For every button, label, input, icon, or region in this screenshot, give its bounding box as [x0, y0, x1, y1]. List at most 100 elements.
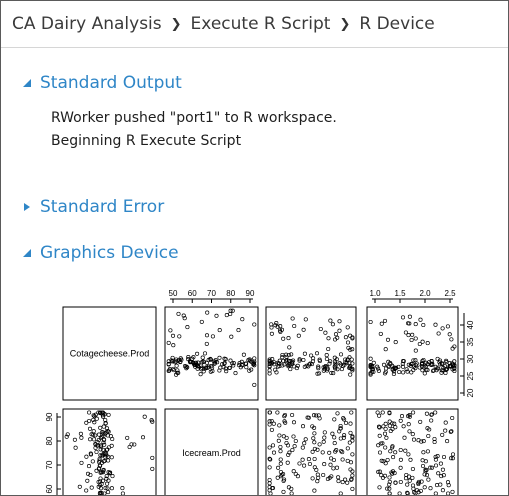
data-point: [343, 477, 348, 482]
data-point: [411, 358, 416, 363]
data-point: [87, 418, 92, 424]
data-point: [399, 414, 405, 419]
scatter-panel: [164, 408, 259, 495]
breadcrumb-item-module[interactable]: Execute R Script: [190, 14, 331, 34]
data-point: [218, 365, 223, 370]
scatter-panel: [366, 306, 459, 401]
data-point: [418, 317, 423, 322]
data-point: [64, 434, 69, 439]
data-point: [292, 444, 297, 449]
data-point: [338, 426, 343, 431]
data-point: [390, 445, 395, 450]
data-point: [188, 360, 193, 365]
data-point: [448, 429, 453, 434]
data-point: [417, 365, 422, 370]
data-point: [280, 355, 285, 360]
data-point: [316, 366, 321, 371]
variable-label: Cotagecheese.Prod: [70, 349, 150, 359]
data-point: [79, 460, 84, 465]
axis-tick-label: 2.5: [444, 289, 456, 298]
data-point: [166, 340, 171, 345]
axis-tick-label: 90: [45, 412, 54, 421]
data-point: [398, 479, 403, 485]
data-point: [438, 482, 443, 487]
data-point: [267, 357, 272, 362]
data-point: [184, 364, 189, 369]
data-point: [326, 346, 331, 352]
data-point: [278, 444, 283, 450]
caret-down-icon[interactable]: [21, 77, 33, 89]
data-point: [438, 461, 443, 466]
data-point: [406, 321, 411, 326]
data-point: [377, 433, 382, 438]
data-point: [334, 465, 340, 470]
data-point: [378, 331, 383, 336]
data-point: [323, 330, 328, 335]
data-point: [419, 479, 424, 484]
data-point: [302, 351, 307, 356]
data-point: [287, 361, 292, 367]
caret-down-icon[interactable]: [21, 247, 33, 259]
data-point: [267, 371, 272, 376]
axis-tick-label: 50: [169, 289, 178, 298]
data-point: [429, 418, 434, 423]
data-point: [213, 359, 218, 364]
data-point: [332, 417, 337, 422]
section-standard-output[interactable]: Standard Output: [21, 73, 182, 93]
data-point: [391, 371, 396, 377]
scatter-panel: [265, 408, 357, 495]
data-point: [104, 426, 110, 431]
data-point: [199, 360, 205, 365]
data-point: [393, 340, 398, 345]
data-point: [174, 372, 179, 377]
data-point: [230, 308, 235, 313]
axis-tick-label: 20: [466, 388, 475, 397]
data-point: [434, 483, 440, 488]
breadcrumb-item-experiment[interactable]: CA Dairy Analysis: [12, 14, 162, 34]
section-title[interactable]: Standard Output: [40, 73, 182, 93]
data-point: [390, 421, 395, 426]
data-point: [302, 441, 307, 446]
data-point: [378, 441, 383, 446]
data-point: [91, 413, 96, 418]
caret-right-icon[interactable]: [21, 201, 33, 213]
section-standard-error[interactable]: Standard Error: [21, 197, 164, 217]
data-point: [377, 485, 382, 490]
data-point: [310, 424, 315, 429]
data-point: [312, 488, 317, 493]
data-point: [450, 456, 455, 461]
data-point: [316, 413, 321, 418]
data-point: [375, 410, 380, 415]
data-point: [120, 491, 125, 495]
data-point: [406, 422, 411, 427]
data-point: [129, 442, 134, 447]
data-point: [400, 361, 405, 366]
data-point: [349, 477, 354, 482]
data-point: [379, 458, 384, 463]
section-graphics-device[interactable]: Graphics Device: [21, 243, 179, 263]
section-title[interactable]: Standard Error: [40, 197, 165, 217]
data-point: [271, 450, 277, 455]
data-point: [341, 416, 346, 421]
data-point: [93, 433, 98, 438]
data-point: [310, 449, 315, 454]
data-point: [289, 352, 294, 357]
data-point: [328, 359, 333, 364]
data-point: [292, 323, 297, 329]
data-point: [200, 355, 205, 360]
breadcrumb: CA Dairy Analysis ❯ Execute R Script ❯ R…: [12, 12, 435, 36]
data-point: [437, 358, 443, 363]
data-point: [125, 435, 130, 440]
data-point: [333, 337, 338, 342]
data-point: [284, 354, 289, 359]
data-point: [106, 470, 111, 475]
data-point: [103, 431, 108, 436]
data-point: [326, 336, 331, 341]
data-point: [109, 486, 114, 491]
data-point: [436, 331, 441, 336]
data-point: [380, 475, 386, 480]
data-point: [212, 361, 217, 366]
data-point: [87, 410, 92, 415]
data-point: [166, 359, 171, 364]
section-title[interactable]: Graphics Device: [40, 243, 179, 263]
